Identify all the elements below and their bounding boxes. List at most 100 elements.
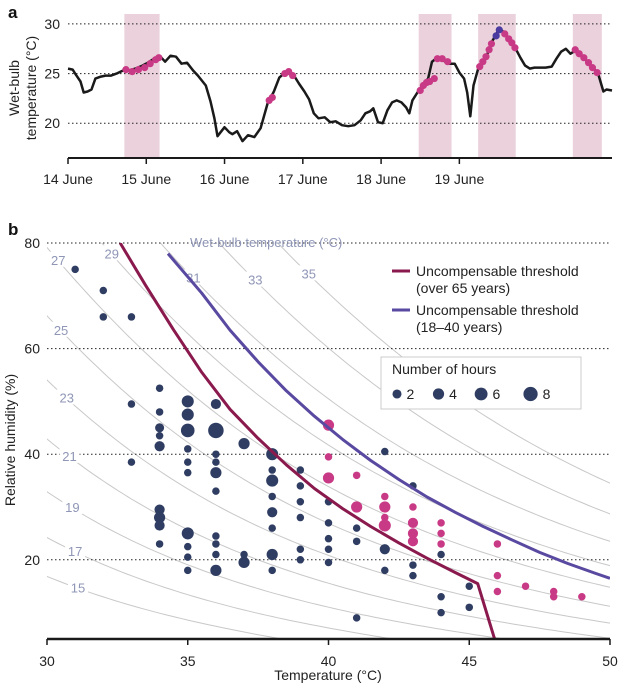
- scatter-point-94: [578, 593, 586, 601]
- scatter-point-79: [409, 571, 417, 580]
- panel-b-y-label: Relative humidity (%): [2, 374, 18, 506]
- shaded-period-0: [124, 14, 160, 158]
- scatter-point-45: [266, 548, 278, 561]
- scatter-point-69: [381, 513, 389, 522]
- panel-b-y-ticks: 20 40 60 80: [24, 235, 40, 568]
- x-tick-label-3: 17 June: [278, 171, 328, 187]
- scatter-point-24: [184, 566, 192, 575]
- pink-point-18: [438, 55, 446, 63]
- scatter-point-10: [154, 441, 165, 452]
- scatter-point-77: [407, 536, 419, 547]
- pink-point-16: [430, 74, 438, 83]
- isoline-29: [101, 243, 610, 567]
- scatter-point-48: [296, 482, 305, 490]
- rh-tick-40: 40: [24, 446, 40, 462]
- size-legend-label-2: 2: [407, 386, 415, 402]
- temp-tick-40: 40: [321, 653, 337, 669]
- pink-point-3: [141, 64, 149, 72]
- scatter-point-47: [296, 466, 305, 474]
- scatter-point-87: [465, 603, 473, 612]
- isoline-label-bg-31: [183, 269, 204, 285]
- isoline-17: [47, 537, 397, 639]
- scatter-point-19: [184, 458, 192, 466]
- isoline-label-bg-25: [51, 321, 72, 337]
- isoline-label-bg-23: [56, 389, 77, 405]
- shaded-periods: [124, 14, 602, 158]
- purple-point-0: [492, 32, 500, 40]
- pink-point-11: [289, 71, 297, 80]
- scatter-point-30: [212, 487, 220, 495]
- scatter-point-27: [212, 450, 220, 458]
- scatter-point-22: [184, 542, 192, 551]
- scatter-point-64: [352, 537, 361, 546]
- isoline-label-15: 15: [71, 580, 85, 595]
- pink-point-32: [584, 59, 593, 67]
- size-legend-marker-6: [474, 387, 488, 401]
- size-legend-items: 2 4 6 8: [392, 386, 551, 402]
- scatter-point-51: [296, 545, 305, 553]
- isoline-label-21: 21: [62, 449, 76, 464]
- panel-b-label: b: [8, 220, 18, 239]
- isoline-label-17: 17: [68, 544, 82, 559]
- pink-point-0: [122, 66, 130, 74]
- scatter-point-90: [493, 587, 502, 596]
- scatter-point-61: [352, 471, 361, 480]
- panel-b: b 15 17 19 21 23 25 27 29 31 33 35 Wet-bulb temper…: [2, 220, 618, 683]
- scatter-point-41: [266, 474, 279, 487]
- scatter-point-80: [437, 519, 445, 527]
- isoline-31: [159, 243, 610, 542]
- isoline-15: [47, 575, 285, 639]
- legend-label-over65-line1: Uncompensable threshold: [416, 263, 579, 279]
- scatter-point-83: [437, 550, 445, 559]
- scatter-point-26: [208, 422, 224, 439]
- pink-point-31: [580, 54, 588, 62]
- y-tick-25: 25: [44, 66, 60, 82]
- isoline-label-bg-33: [245, 271, 266, 287]
- isoline-label-35: 35: [302, 266, 316, 281]
- panel-a: a 20 25 30 Wet-bulb temperature (°C) 14 Ju…: [6, 3, 613, 187]
- pink-point-4: [146, 60, 154, 68]
- rh-tick-60: 60: [24, 341, 40, 357]
- size-legend-marker-2: [392, 389, 402, 399]
- scatter-point-67: [381, 492, 389, 501]
- temp-tick-30: 30: [39, 653, 55, 669]
- scatter-point-20: [184, 468, 192, 477]
- scatter-point-34: [210, 564, 222, 576]
- panel-b-x-ticks: 30 35 40 45 50: [39, 639, 618, 669]
- purple-point-1: [495, 26, 503, 34]
- scatter-point-38: [238, 556, 250, 569]
- scatter-point-60: [324, 558, 333, 567]
- isoline-19: [47, 491, 508, 639]
- temp-tick-50: 50: [602, 653, 618, 669]
- size-legend-label-8: 8: [543, 386, 551, 402]
- scatter-point-75: [407, 517, 419, 528]
- scatter-point-62: [351, 501, 363, 513]
- scatter-point-66: [381, 447, 389, 456]
- scatter-point-89: [493, 571, 502, 580]
- scatter-point-16: [181, 408, 194, 421]
- panel-a-x-ticks: 14 June 15 June 16 June 17 June 18 June 19 Ju…: [43, 158, 484, 187]
- scatter-point-5: [127, 458, 136, 466]
- legend-label-over65-line2: (over 65 years): [416, 280, 510, 296]
- isoline-label-19: 19: [65, 500, 79, 515]
- scatter-point-36: [240, 550, 248, 559]
- rh-tick-20: 20: [24, 552, 40, 568]
- y-tick-30: 30: [44, 16, 60, 32]
- scatter-point-25: [210, 398, 221, 410]
- scatter-point-31: [212, 532, 220, 540]
- scatter-point-82: [437, 540, 445, 548]
- scatter-point-63: [352, 524, 361, 532]
- panel-a-y-ticks: 20 25 30: [44, 16, 60, 131]
- scatter-point-65: [352, 614, 361, 622]
- pink-point-23: [485, 46, 493, 54]
- panel-a-y-label-line2: temperature (°C): [23, 36, 39, 140]
- isoline-label-27: 27: [51, 253, 65, 268]
- isoline-label-31: 31: [186, 270, 200, 285]
- pink-point-22: [482, 53, 490, 61]
- scatter-point-85: [437, 608, 445, 617]
- scatter-point-3: [127, 313, 136, 321]
- pink-point-25: [501, 30, 509, 38]
- scatter-point-76: [407, 528, 419, 539]
- isoline-label-25: 25: [54, 323, 68, 338]
